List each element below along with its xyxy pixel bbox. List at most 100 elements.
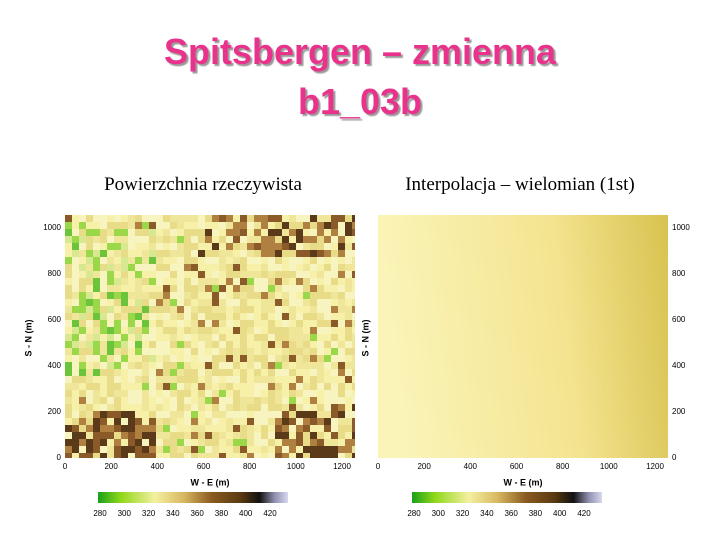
map-cell bbox=[289, 264, 296, 271]
map-cell bbox=[86, 313, 93, 320]
map-cell bbox=[191, 383, 198, 390]
map-cell bbox=[247, 278, 254, 285]
map-cell bbox=[296, 341, 303, 348]
colorbar-tick-label: 400 bbox=[239, 509, 253, 518]
map-cell bbox=[142, 397, 149, 404]
map-cell bbox=[345, 278, 352, 285]
map-cell bbox=[254, 397, 261, 404]
map-cell bbox=[170, 271, 177, 278]
map-cell bbox=[338, 348, 345, 355]
map-cell bbox=[317, 362, 324, 369]
map-cell bbox=[184, 355, 191, 362]
map-cell bbox=[107, 348, 114, 355]
map-cell bbox=[163, 425, 170, 432]
map-cell bbox=[170, 313, 177, 320]
map-cell bbox=[100, 439, 107, 446]
map-cell bbox=[254, 425, 261, 432]
map-cell bbox=[268, 383, 275, 390]
map-cell bbox=[289, 453, 296, 458]
map-cell bbox=[135, 243, 142, 250]
map-cell bbox=[93, 271, 100, 278]
map-cell bbox=[268, 411, 275, 418]
map-cell bbox=[100, 271, 107, 278]
map-cell bbox=[268, 404, 275, 411]
map-cell bbox=[93, 327, 100, 334]
map-cell bbox=[128, 425, 135, 432]
x-tick-label: 800 bbox=[243, 462, 257, 471]
map-cell bbox=[142, 285, 149, 292]
map-cell bbox=[268, 229, 275, 236]
map-cell bbox=[345, 418, 352, 425]
map-cell bbox=[135, 313, 142, 320]
map-cell bbox=[310, 334, 317, 341]
map-cell bbox=[156, 285, 163, 292]
map-cell bbox=[184, 320, 191, 327]
map-cell bbox=[324, 313, 331, 320]
map-cell bbox=[86, 229, 93, 236]
map-cell bbox=[149, 320, 156, 327]
map-cell bbox=[247, 432, 254, 439]
map-cell bbox=[114, 355, 121, 362]
map-cell bbox=[233, 285, 240, 292]
map-cell bbox=[247, 397, 254, 404]
map-cell bbox=[170, 229, 177, 236]
map-cell bbox=[184, 439, 191, 446]
map-cell bbox=[198, 355, 205, 362]
map-cell bbox=[226, 278, 233, 285]
map-cell bbox=[233, 327, 240, 334]
map-cell bbox=[135, 425, 142, 432]
map-cell bbox=[191, 236, 198, 243]
map-cell bbox=[156, 236, 163, 243]
map-cell bbox=[184, 292, 191, 299]
map-cell bbox=[177, 306, 184, 313]
colorbar-tick-label: 400 bbox=[553, 509, 567, 518]
map-cell bbox=[317, 432, 324, 439]
map-cell bbox=[240, 411, 247, 418]
map-cell bbox=[240, 341, 247, 348]
map-cell bbox=[310, 439, 317, 446]
map-cell bbox=[352, 264, 355, 271]
map-cell bbox=[135, 215, 142, 222]
map-cell bbox=[170, 453, 177, 458]
map-cell bbox=[352, 418, 355, 425]
map-cell bbox=[170, 299, 177, 306]
map-cell bbox=[156, 292, 163, 299]
map-cell bbox=[240, 222, 247, 229]
map-cell bbox=[121, 278, 128, 285]
map-cell bbox=[310, 383, 317, 390]
map-cell bbox=[338, 362, 345, 369]
map-cell bbox=[324, 264, 331, 271]
map-cell bbox=[72, 257, 79, 264]
map-cell bbox=[156, 306, 163, 313]
map-cell bbox=[261, 439, 268, 446]
map-cell bbox=[345, 222, 352, 229]
map-cell bbox=[163, 390, 170, 397]
map-cell bbox=[184, 243, 191, 250]
map-cell bbox=[254, 411, 261, 418]
map-cell bbox=[303, 327, 310, 334]
map-cell bbox=[268, 425, 275, 432]
map-cell bbox=[233, 390, 240, 397]
map-cell bbox=[296, 383, 303, 390]
title-line: b1_03b bbox=[298, 81, 422, 122]
map-cell bbox=[226, 355, 233, 362]
map-cell bbox=[128, 390, 135, 397]
map-cell bbox=[156, 264, 163, 271]
map-cell bbox=[352, 236, 355, 243]
map-cell bbox=[226, 306, 233, 313]
map-cell bbox=[121, 299, 128, 306]
map-cell bbox=[114, 397, 121, 404]
map-cell bbox=[149, 341, 156, 348]
map-cell bbox=[268, 271, 275, 278]
map-cell bbox=[233, 299, 240, 306]
map-cell bbox=[345, 376, 352, 383]
map-cell bbox=[149, 355, 156, 362]
map-cell bbox=[184, 369, 191, 376]
map-cell bbox=[100, 362, 107, 369]
map-cell bbox=[86, 306, 93, 313]
map-cell bbox=[142, 439, 149, 446]
map-cell bbox=[128, 439, 135, 446]
map-cell bbox=[163, 257, 170, 264]
map-cell bbox=[268, 418, 275, 425]
map-cell bbox=[345, 334, 352, 341]
